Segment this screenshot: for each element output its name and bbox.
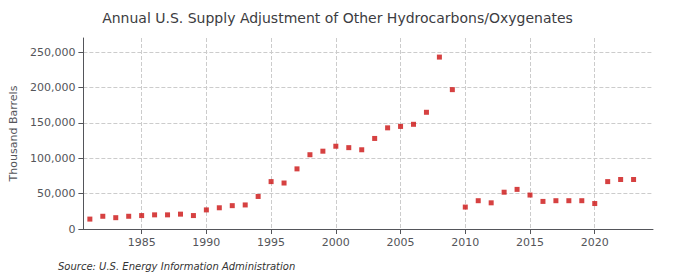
svg-text:2020: 2020 [581, 236, 609, 249]
svg-text:100,000: 100,000 [30, 152, 76, 165]
svg-text:2000: 2000 [322, 236, 350, 249]
svg-text:1985: 1985 [128, 236, 156, 249]
svg-text:150,000: 150,000 [30, 116, 76, 129]
svg-text:250,000: 250,000 [30, 46, 76, 59]
svg-text:200,000: 200,000 [30, 81, 76, 94]
svg-text:Source: U.S. Energy Informatio: Source: U.S. Energy Information Administ… [58, 261, 295, 272]
svg-text:2005: 2005 [387, 236, 415, 249]
svg-text:50,000: 50,000 [37, 187, 76, 200]
svg-text:0: 0 [68, 223, 75, 236]
svg-text:Annual U.S. Supply Adjustment: Annual U.S. Supply Adjustment of Other H… [102, 10, 573, 26]
svg-text:1990: 1990 [192, 236, 220, 249]
svg-text:2015: 2015 [516, 236, 544, 249]
svg-text:1995: 1995 [257, 236, 285, 249]
svg-text:2010: 2010 [451, 236, 479, 249]
svg-text:Thousand Barrels: Thousand Barrels [7, 85, 20, 182]
